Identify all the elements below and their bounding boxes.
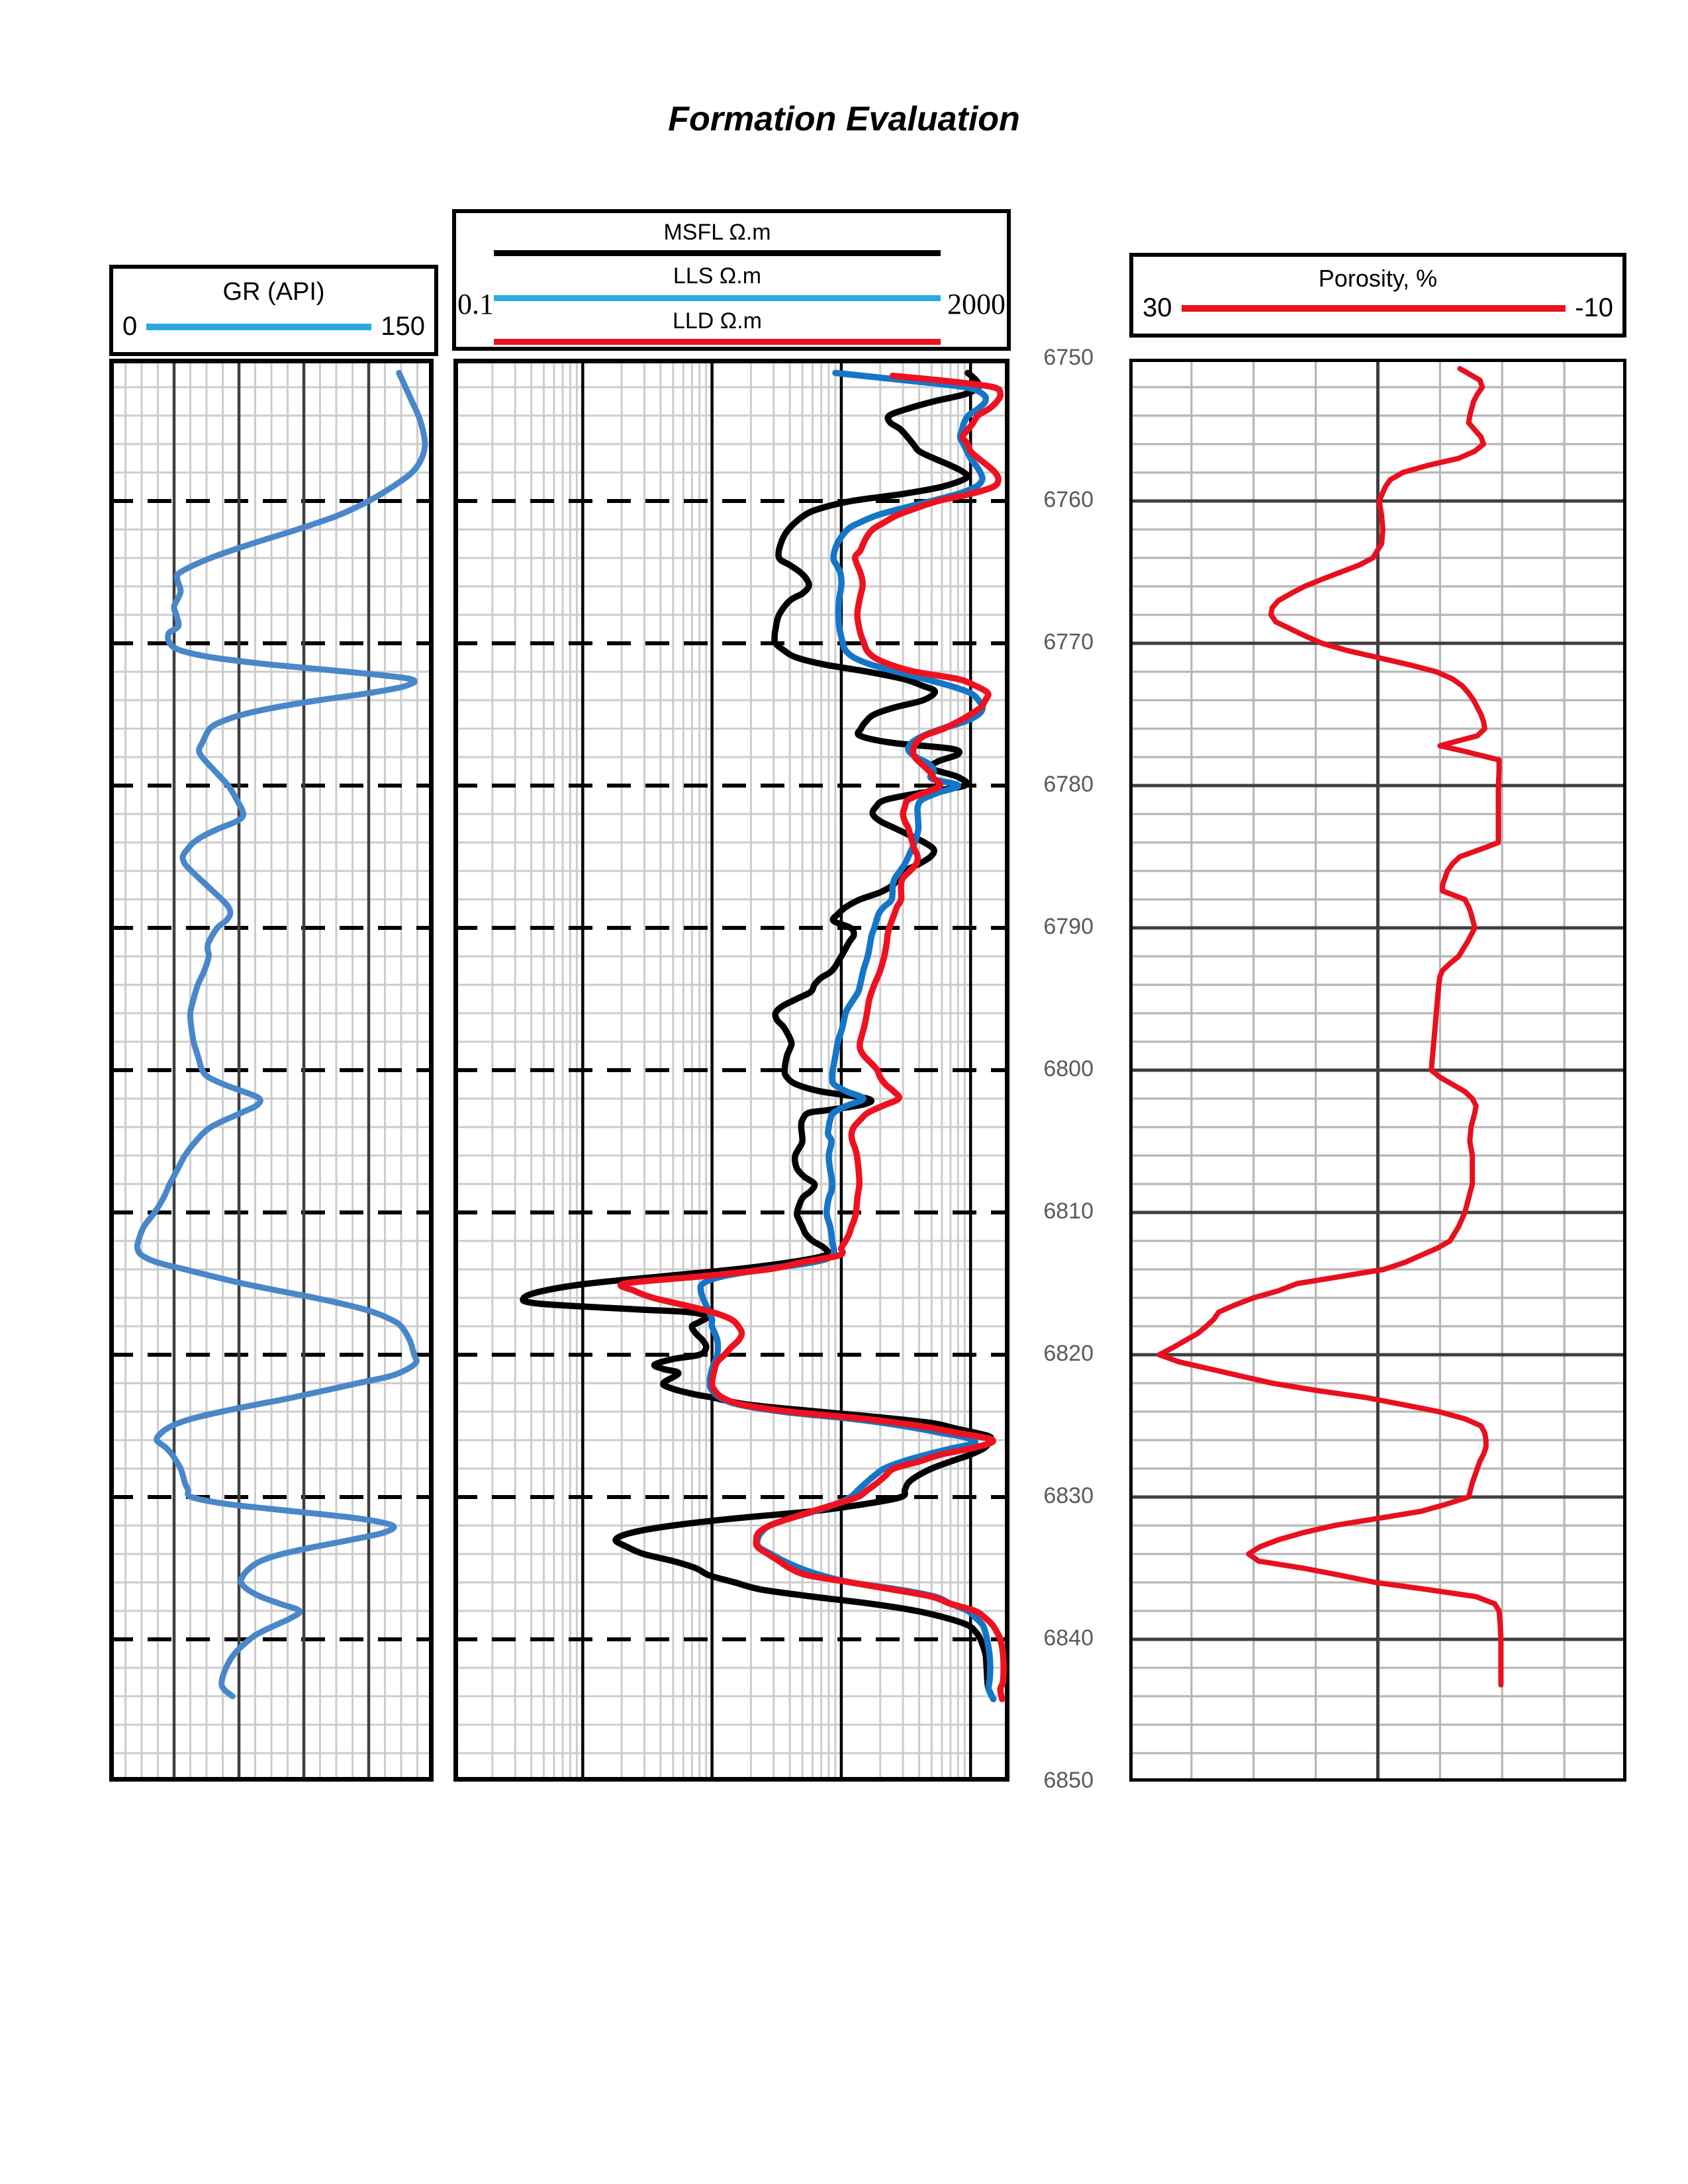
resistivity-scale-max-label: 2000 (947, 288, 1006, 320)
porosity-track-border (1129, 359, 1626, 1782)
depth-tick-label: 6760 (1043, 487, 1094, 512)
msfl-curve (520, 369, 997, 1703)
lld-curve (617, 373, 1007, 1703)
depth-tick-label: 6780 (1043, 772, 1094, 797)
resistivity-track-chart (453, 359, 1009, 1782)
porosity-scale-min-label: 30 (1143, 293, 1172, 322)
porosity-scale-row: 30 -10 (1143, 293, 1613, 323)
porosity-legend-title: Porosity, % (1318, 265, 1438, 292)
gr-legend-line (146, 323, 372, 330)
lls-curve (697, 369, 997, 1703)
msfl-legend-label: MSFL Ω.m (663, 220, 771, 245)
depth-tick-label: 6850 (1043, 1768, 1094, 1793)
depth-tick-label: 6820 (1043, 1341, 1094, 1366)
gr-track-border (109, 359, 434, 1782)
gr-scale-max-label: 150 (381, 312, 425, 341)
resistivity-legend-box: MSFL Ω.m LLS Ω.m LLD Ω.m 0.1 2000 (452, 209, 1011, 351)
depth-tick-label: 6800 (1043, 1056, 1094, 1081)
depth-tick-label: 6790 (1043, 914, 1094, 939)
gr-track-chart (109, 359, 434, 1782)
gr-curve (134, 370, 428, 1700)
gr-scale-min-label: 0 (122, 312, 138, 341)
porosity-legend-line (1181, 304, 1566, 312)
depth-tick-label: 6750 (1043, 345, 1094, 370)
msfl-legend-line (494, 250, 941, 256)
gr-legend-title: GR (API) (222, 278, 325, 306)
depth-tick-label: 6830 (1043, 1483, 1094, 1508)
porosity-track-chart (1129, 359, 1626, 1782)
lls-legend-line (494, 295, 941, 301)
lld-legend-line (494, 339, 941, 345)
gr-legend-box: GR (API) 0 150 (109, 265, 438, 356)
porosity-scale-max-label: -10 (1575, 293, 1613, 322)
porosity-curve (1156, 366, 1504, 1688)
lld-legend-label: LLD Ω.m (672, 308, 762, 334)
depth-tick-label: 6770 (1043, 629, 1094, 655)
page-title: Formation Evaluation (668, 100, 1020, 138)
porosity-legend-box: Porosity, % 30 -10 (1129, 253, 1626, 338)
resistivity-track-border (453, 359, 1009, 1782)
depth-tick-label: 6840 (1043, 1625, 1094, 1651)
depth-tick-label: 6810 (1043, 1199, 1094, 1224)
lls-legend-label: LLS Ω.m (673, 263, 762, 289)
gr-scale-row: 0 150 (122, 312, 425, 341)
resistivity-scale-min-label: 0.1 (457, 288, 494, 320)
